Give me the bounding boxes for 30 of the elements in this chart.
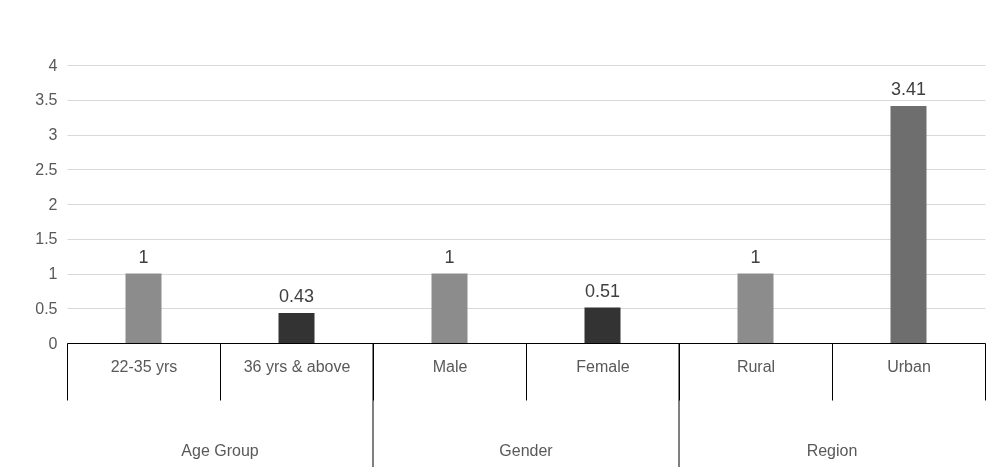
- x-tick-label: Female: [576, 357, 630, 375]
- bar: [584, 307, 621, 343]
- x-tick-label: 36 yrs & above: [243, 357, 351, 375]
- text: Region: [806, 442, 858, 459]
- data-label: 3.41: [890, 79, 927, 99]
- y-tick-label: 1.5: [35, 230, 58, 248]
- x-tick-label: Male: [432, 357, 468, 375]
- x-tick-label: 22-35 yrs: [110, 357, 178, 375]
- data-label: 0.43: [278, 286, 315, 307]
- bar: [737, 273, 774, 343]
- bar: [125, 273, 162, 343]
- text: Age Group: [181, 442, 259, 459]
- y-tick-label: 0: [48, 334, 58, 352]
- y-tick-label: 2.5: [35, 160, 58, 178]
- x-tick-label: Urban: [887, 357, 931, 375]
- y-tick-label: 3.5: [35, 91, 58, 109]
- y-tick-label: 1: [48, 265, 58, 282]
- text: Gender: [499, 442, 554, 459]
- x-tick-label: Rural: [736, 357, 776, 375]
- bar: [890, 106, 927, 343]
- y-tick-label: 3: [48, 126, 58, 143]
- data-label: 1: [138, 246, 149, 267]
- y-tick-label: 0.5: [35, 299, 58, 317]
- data-label: 1: [750, 246, 761, 267]
- bar: [431, 273, 468, 343]
- data-label: 0.51: [584, 280, 621, 301]
- bar: [278, 313, 315, 343]
- y-tick-label: 4: [48, 56, 58, 74]
- data-label: 1: [444, 246, 455, 267]
- y-tick-label: 2: [48, 195, 58, 213]
